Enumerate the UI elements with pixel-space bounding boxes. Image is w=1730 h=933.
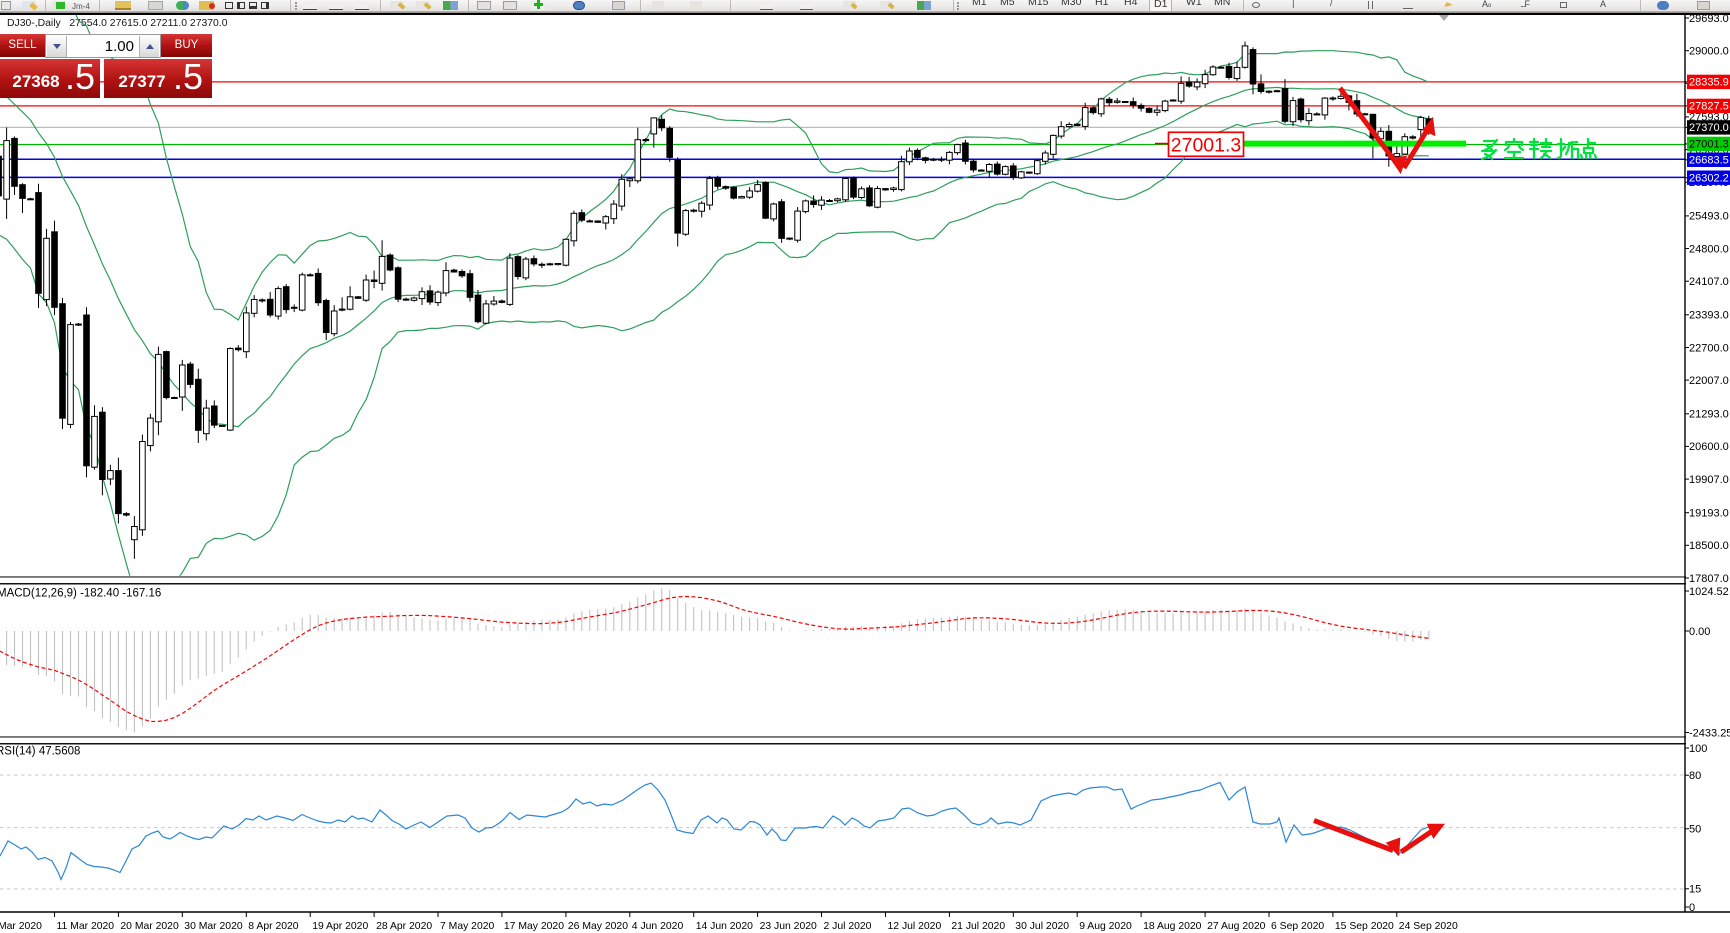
svg-text:17 May 2020: 17 May 2020 (504, 921, 564, 932)
svg-text:27001.3: 27001.3 (1171, 135, 1242, 157)
svg-text:30 Mar 2020: 30 Mar 2020 (184, 921, 243, 932)
svg-text:80: 80 (1689, 770, 1701, 782)
svg-text:29693.0: 29693.0 (1689, 13, 1729, 25)
svg-text:20600.0: 20600.0 (1689, 441, 1729, 453)
svg-text:0: 0 (1689, 902, 1695, 914)
svg-text:21 Jul 2020: 21 Jul 2020 (951, 921, 1005, 932)
svg-text:100: 100 (1689, 743, 1707, 755)
svg-text:15 Sep 2020: 15 Sep 2020 (1335, 921, 1394, 932)
svg-text:15: 15 (1689, 884, 1701, 896)
svg-text:28335.9: 28335.9 (1689, 77, 1729, 89)
svg-text:50: 50 (1689, 824, 1701, 836)
svg-text:19907.0: 19907.0 (1689, 474, 1729, 486)
svg-text:22007.0: 22007.0 (1689, 375, 1729, 387)
svg-text:26683.5: 26683.5 (1689, 155, 1729, 167)
svg-text:20 Mar 2020: 20 Mar 2020 (120, 921, 179, 932)
svg-text:19193.0: 19193.0 (1689, 508, 1729, 520)
svg-text:12 Jul 2020: 12 Jul 2020 (888, 921, 942, 932)
svg-text:0.00: 0.00 (1689, 626, 1710, 638)
svg-text:Mar 2020: Mar 2020 (0, 921, 42, 932)
svg-text:27827.5: 27827.5 (1689, 101, 1729, 113)
svg-text:26302.2: 26302.2 (1689, 173, 1729, 185)
svg-text:27001.3: 27001.3 (1689, 139, 1729, 151)
svg-text:29000.0: 29000.0 (1689, 46, 1729, 58)
svg-text:1024.52: 1024.52 (1689, 586, 1729, 598)
svg-text:11 Mar 2020: 11 Mar 2020 (57, 921, 115, 932)
svg-text:22700.0: 22700.0 (1689, 342, 1729, 354)
svg-text:7 May 2020: 7 May 2020 (440, 921, 495, 932)
svg-text:14 Jun 2020: 14 Jun 2020 (696, 921, 753, 932)
svg-text:17807.0: 17807.0 (1689, 573, 1729, 585)
svg-text:23 Jun 2020: 23 Jun 2020 (760, 921, 817, 932)
svg-text:28 Apr 2020: 28 Apr 2020 (376, 921, 432, 932)
svg-text:2 Jul 2020: 2 Jul 2020 (824, 921, 872, 932)
svg-text:27 Aug 2020: 27 Aug 2020 (1207, 921, 1266, 932)
svg-text:6 Sep 2020: 6 Sep 2020 (1271, 921, 1324, 932)
svg-text:4 Jun 2020: 4 Jun 2020 (632, 921, 684, 932)
svg-text:21293.0: 21293.0 (1689, 409, 1729, 421)
svg-text:19 Apr 2020: 19 Apr 2020 (312, 921, 368, 932)
svg-text:9 Aug 2020: 9 Aug 2020 (1079, 921, 1132, 932)
svg-text:24 Sep 2020: 24 Sep 2020 (1399, 921, 1458, 932)
svg-text:MACD(12,26,9) -182.40 -167.16: MACD(12,26,9) -182.40 -167.16 (0, 588, 161, 600)
svg-text:18 Aug 2020: 18 Aug 2020 (1143, 921, 1202, 932)
svg-text:30 Jul 2020: 30 Jul 2020 (1015, 921, 1069, 932)
svg-text:27370.0: 27370.0 (1689, 122, 1729, 134)
svg-text:-2433.25: -2433.25 (1689, 727, 1730, 739)
svg-text:24800.0: 24800.0 (1689, 243, 1729, 255)
svg-text:RSI(14) 47.5608: RSI(14) 47.5608 (0, 746, 80, 758)
svg-text:23393.0: 23393.0 (1689, 310, 1729, 322)
svg-text:18500.0: 18500.0 (1689, 540, 1729, 552)
svg-text:24107.0: 24107.0 (1689, 276, 1729, 288)
svg-text:26 May 2020: 26 May 2020 (568, 921, 628, 932)
svg-text:8 Apr 2020: 8 Apr 2020 (248, 921, 298, 932)
svg-text:25493.0: 25493.0 (1689, 211, 1729, 223)
